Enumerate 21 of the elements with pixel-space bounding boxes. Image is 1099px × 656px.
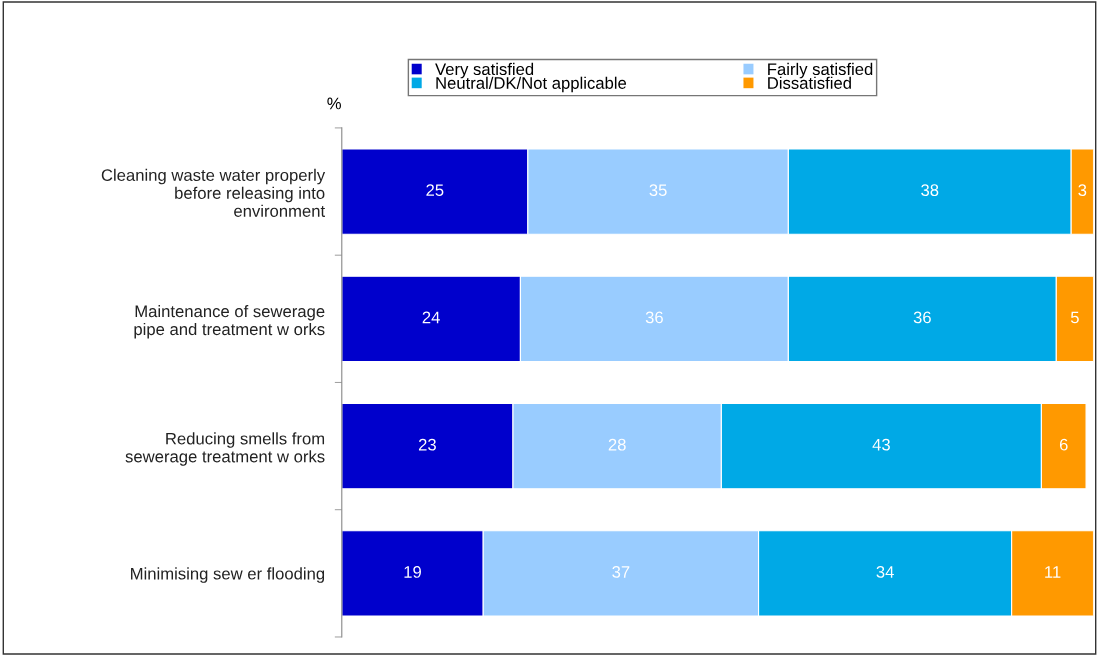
- data-label: 19: [404, 566, 421, 578]
- data-label: 23: [418, 438, 436, 451]
- data-label: 36: [913, 311, 931, 324]
- data-label: 28: [608, 438, 626, 451]
- data-label: 37: [612, 566, 630, 578]
- data-label: 3: [1078, 184, 1087, 197]
- data-label: 24: [422, 311, 440, 324]
- y-tick-label: Reducing smells from sewerage treatment w orks: [125, 432, 325, 466]
- data-label: 43: [872, 438, 890, 451]
- y-tick-label: Cleaning waste water properly before releasing into environment: [101, 168, 326, 217]
- data-label: 5: [1070, 311, 1079, 324]
- data-label: 34: [876, 566, 894, 578]
- data-label: 6: [1059, 438, 1068, 451]
- text: %: [327, 97, 341, 110]
- data-label: 38: [921, 184, 939, 197]
- data-label: 36: [645, 311, 663, 324]
- data-label: 25: [426, 184, 444, 197]
- data-label: 35: [649, 184, 667, 197]
- data-label: 11: [1045, 566, 1061, 578]
- y-tick-label: Minimising sew er flooding: [131, 567, 325, 583]
- y-tick-label: Maintenance of sewerage pipe and treatment w orks: [134, 305, 325, 339]
